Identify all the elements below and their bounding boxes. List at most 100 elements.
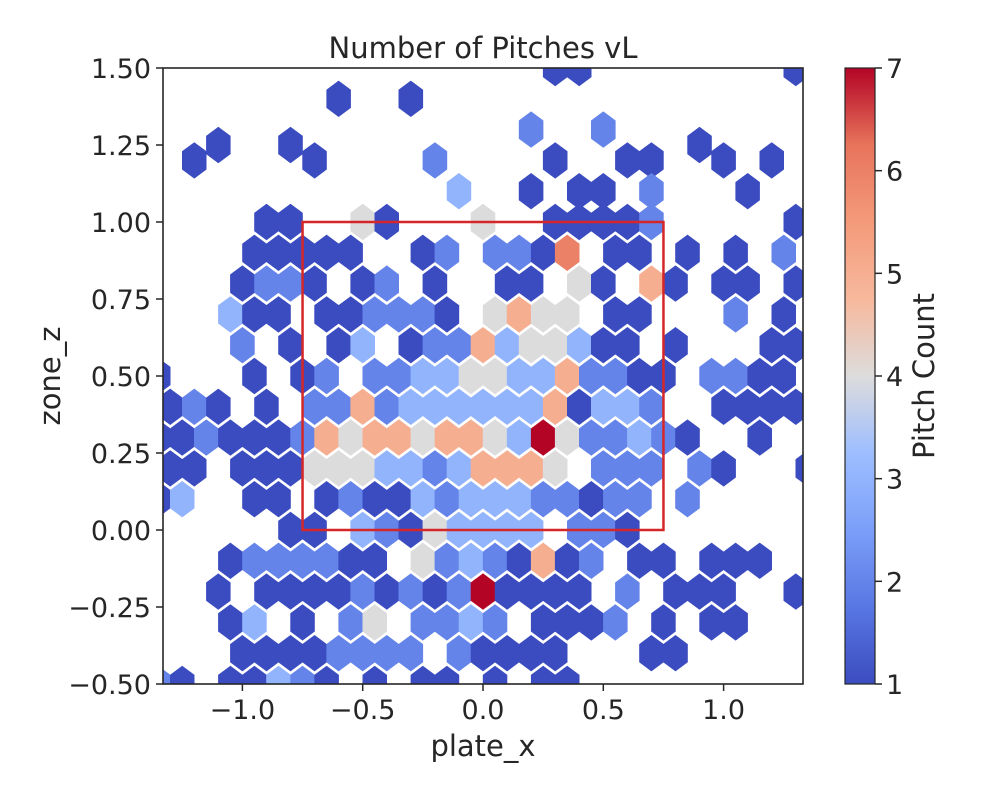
hexbin-cell [278, 265, 303, 302]
hexbin-cell [278, 327, 303, 364]
hexbin-cell [314, 234, 339, 271]
hexbin-cell [663, 327, 688, 364]
hexbin-cell [163, 388, 183, 425]
hexbin-cell [554, 542, 580, 579]
hexbin-cell [627, 419, 652, 456]
hexbin-cell [230, 635, 255, 672]
hexbin-cell [278, 126, 303, 164]
hexbin-cell [163, 669, 171, 684]
hexbin-cell [482, 665, 508, 684]
hexbin-cell [530, 419, 556, 456]
hexbin-cell [398, 388, 424, 425]
hexbin-cell [338, 604, 363, 641]
hexbin-cell [482, 419, 508, 456]
y-tick-label: 0.25 [91, 439, 151, 470]
hexbin-cell [230, 450, 255, 487]
hexbin-cell [410, 604, 436, 641]
hexbin-cell [266, 481, 291, 518]
hexbin-cell [350, 635, 375, 672]
hexbin-cell [362, 357, 387, 395]
hexbin-cell [506, 542, 532, 579]
hexbin-cell [338, 542, 363, 579]
hexbin-cell [422, 573, 448, 610]
hexbin-cell [350, 327, 375, 364]
hexbin-cell [182, 450, 207, 487]
hexbin-cell [338, 481, 363, 518]
hexbin-cell [482, 296, 508, 333]
hexbin-cell [326, 635, 351, 672]
hexbin-cell [675, 234, 700, 271]
hexbin-cell [711, 450, 736, 487]
hexbin-cell [771, 296, 796, 333]
hexbin-cell [254, 203, 279, 241]
hexbin-cell [374, 450, 399, 487]
hexbin-cell [530, 481, 556, 518]
hexbin-cell [518, 573, 544, 610]
hexbin-cell [266, 419, 291, 456]
hexbin-cell [518, 265, 544, 302]
hexbin-cell [242, 234, 267, 271]
hexbin-cell [723, 604, 748, 641]
hexbin-cell [567, 388, 592, 425]
hexbin-cell [542, 635, 568, 672]
hexbin-cell [506, 481, 532, 518]
hexbin-cell [362, 665, 387, 684]
hexbin-cell [494, 450, 520, 487]
hexbin-cell [699, 542, 724, 579]
hexbin-cell [434, 481, 460, 518]
hexbin-cell [759, 142, 784, 179]
hexbin-cell [663, 265, 688, 302]
hexbin-cell [314, 419, 339, 456]
hexbin-cell [699, 357, 724, 395]
colorbar-tick-label: 1 [886, 670, 903, 701]
hexbin-cell [163, 422, 171, 453]
hexbin-cell [639, 173, 664, 210]
hexbin-cell [422, 142, 448, 179]
hexbin-cell [723, 296, 748, 333]
hexbin-cell [434, 542, 460, 579]
hexbin-cell [266, 234, 291, 271]
hexbin-cell [278, 511, 303, 549]
hexbin-cell [579, 604, 604, 641]
hexbin-cell [446, 173, 472, 210]
y-axis-ticks: −0.50 −0.25 0.00 0.25 0.50 0.75 1.00 1.25 1.50 [68, 54, 163, 701]
hexbin-cell [687, 450, 712, 487]
hexbin-cell [470, 573, 496, 610]
y-tick-label: −0.50 [68, 670, 151, 701]
hexbin-cell [314, 665, 339, 684]
hexbin-cell [482, 357, 508, 395]
hexbin-cell [530, 542, 556, 579]
colorbar-tick-label: 5 [886, 259, 903, 290]
hexbin-cell [518, 388, 544, 425]
hexbin-cell [567, 327, 592, 364]
hexbin-cell [218, 542, 243, 579]
hexbin-cell [795, 453, 803, 484]
hexbin-cell [163, 450, 183, 487]
hexbin-cell [530, 665, 556, 684]
y-tick-label: 1.00 [91, 208, 151, 239]
hexbin-cell [218, 296, 243, 333]
colorbar-tick-label: 3 [886, 465, 903, 496]
hexbin-cell [735, 173, 760, 210]
hexbin-cell [591, 450, 616, 487]
hexbin-cell [723, 234, 748, 271]
hexbin-cell [386, 419, 412, 456]
hexbin-cell [579, 481, 604, 518]
hexbin-cell [567, 173, 592, 210]
hexbin-cell [627, 296, 652, 333]
hexbin-cell [254, 265, 279, 302]
hexbin-cell [422, 450, 448, 487]
x-tick-label: 0.5 [582, 695, 625, 726]
hexbin-cell [470, 450, 496, 487]
hexbin-cell [542, 68, 568, 87]
hexbin-cell [530, 604, 556, 641]
hexbin-cell [182, 388, 207, 425]
hexbin-cell [218, 665, 243, 684]
hexbin-cell [482, 234, 508, 271]
chart-title: Number of Pitches vL [329, 31, 638, 65]
hexbin-cell [506, 357, 532, 395]
hexbin-cell [458, 542, 484, 579]
hexbin-cell [554, 481, 580, 518]
hexbin-cell [410, 357, 436, 395]
